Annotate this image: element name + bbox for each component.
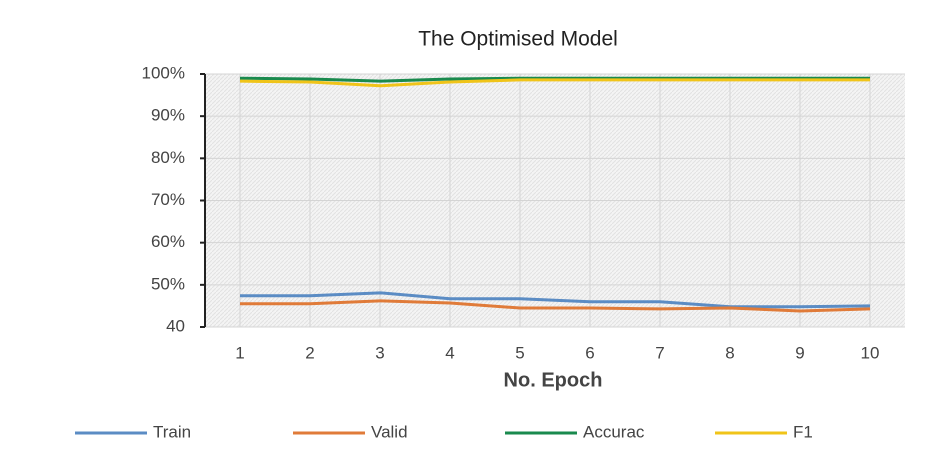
page: {"chart_data": {"type": "line", "title":… [0, 0, 937, 457]
y-tick-label: 90% [151, 106, 185, 125]
x-tick-label: 3 [375, 343, 384, 362]
y-tick-label: 70% [151, 190, 185, 209]
x-tick-label: 6 [585, 343, 594, 362]
x-tick-label: 5 [515, 343, 524, 362]
x-tick-label: 2 [305, 343, 314, 362]
x-tick-label: 1 [235, 343, 244, 362]
legend-label: F1 [793, 422, 813, 441]
x-tick-label: 9 [795, 343, 804, 362]
y-tick-label: 100% [142, 63, 185, 82]
y-tick-label: 40 [166, 316, 185, 335]
chart: The Optimised Model No. Epoch 40 50% 60% 70… [0, 0, 937, 457]
legend-label: Valid [371, 422, 408, 441]
x-tick-label: 4 [445, 343, 454, 362]
chart-title: The Optimised Model [418, 28, 618, 51]
x-axis-label: No. Epoch [504, 369, 603, 391]
x-tick-label: 8 [725, 343, 734, 362]
y-tick-label: 60% [151, 232, 185, 251]
x-tick-label: 10 [861, 343, 880, 362]
y-tick-label: 50% [151, 274, 185, 293]
x-tick-label: 7 [655, 343, 664, 362]
legend-label: Accurac [583, 422, 645, 441]
y-tick-label: 80% [151, 148, 185, 167]
legend-label: Train [153, 422, 191, 441]
